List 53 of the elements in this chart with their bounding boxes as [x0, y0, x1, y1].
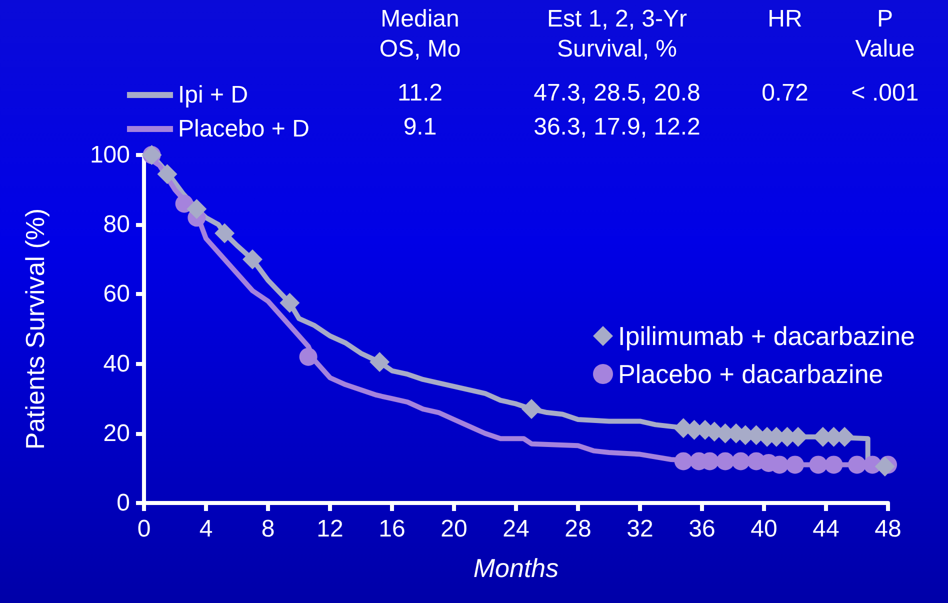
- point: [522, 399, 542, 420]
- text: < .001: [851, 80, 919, 106]
- y-tick-label: 100: [90, 142, 130, 168]
- x-tick-label: 16: [378, 516, 406, 542]
- x-axis-title: Months: [473, 553, 559, 583]
- point: [299, 348, 318, 366]
- x-tick-label: 48: [874, 516, 902, 542]
- point: [674, 452, 692, 470]
- point: [716, 452, 734, 470]
- point: [824, 456, 843, 474]
- y-tick-label: 80: [103, 211, 130, 238]
- text: 0.72: [762, 80, 808, 106]
- x-tick-label: 44: [812, 516, 840, 542]
- point: [732, 452, 750, 470]
- y-tick-label: 0: [116, 490, 130, 516]
- text: 36.3, 17.9, 12.2: [534, 114, 700, 140]
- point: [214, 223, 235, 244]
- legend-label: Ipi + D: [178, 82, 248, 108]
- y-tick-label: 40: [103, 350, 130, 378]
- point: [770, 456, 788, 474]
- point: [370, 352, 390, 372]
- point: [874, 456, 895, 476]
- point: [157, 164, 178, 184]
- point: [848, 456, 866, 474]
- text: Median OS, Mo: [379, 6, 461, 62]
- x-tick-label: 12: [316, 516, 344, 542]
- x-tick-label: 0: [137, 516, 151, 542]
- x-tick-label: 4: [199, 516, 213, 542]
- point: [175, 194, 194, 213]
- y-tick-label: 20: [103, 420, 130, 447]
- point: [186, 198, 207, 219]
- text: 47.3, 28.5, 20.8: [534, 80, 700, 106]
- text: 11.2: [398, 80, 442, 106]
- text: P Value: [855, 6, 915, 62]
- point: [786, 456, 804, 474]
- y-tick-label: 60: [103, 280, 130, 308]
- x-tick-label: 20: [440, 516, 468, 542]
- x-tick-label: 8: [261, 516, 275, 542]
- x-tick-label: 32: [626, 516, 654, 542]
- legend-label: Ipilimumab + dacarbazine: [618, 321, 916, 351]
- x-tick-label: 28: [564, 516, 592, 542]
- x-tick-label: 36: [688, 516, 716, 542]
- text: Est 1, 2, 3-Yr Survival, %: [546, 6, 688, 62]
- text: HR: [768, 6, 802, 32]
- text: 9.1: [403, 114, 437, 140]
- point: [242, 249, 262, 270]
- legend-label: Placebo + dacarbazine: [618, 359, 884, 389]
- x-tick-label: 40: [750, 516, 778, 542]
- y-axis-title: Patients Survival (%): [20, 208, 50, 450]
- point: [280, 292, 300, 313]
- legend-label: Placebo + D: [178, 116, 310, 142]
- point: [809, 456, 828, 474]
- x-tick-label: 24: [502, 516, 530, 542]
